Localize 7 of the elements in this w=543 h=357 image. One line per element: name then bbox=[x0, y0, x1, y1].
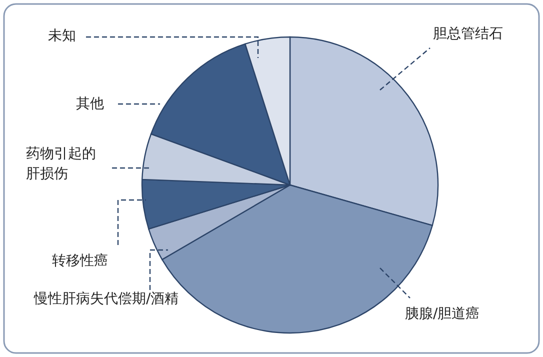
slice-label: 胰腺/胆道癌 bbox=[405, 306, 480, 322]
slice-label: 其他 bbox=[76, 96, 104, 112]
slice-label: 药物引起的肝损伤 bbox=[26, 146, 96, 182]
slice-label: 未知 bbox=[48, 28, 76, 44]
slice-label: 慢性肝病失代偿期/酒精 bbox=[33, 291, 179, 307]
slice-label: 胆总管结石 bbox=[433, 26, 503, 42]
slice-label: 转移性癌 bbox=[52, 253, 108, 269]
